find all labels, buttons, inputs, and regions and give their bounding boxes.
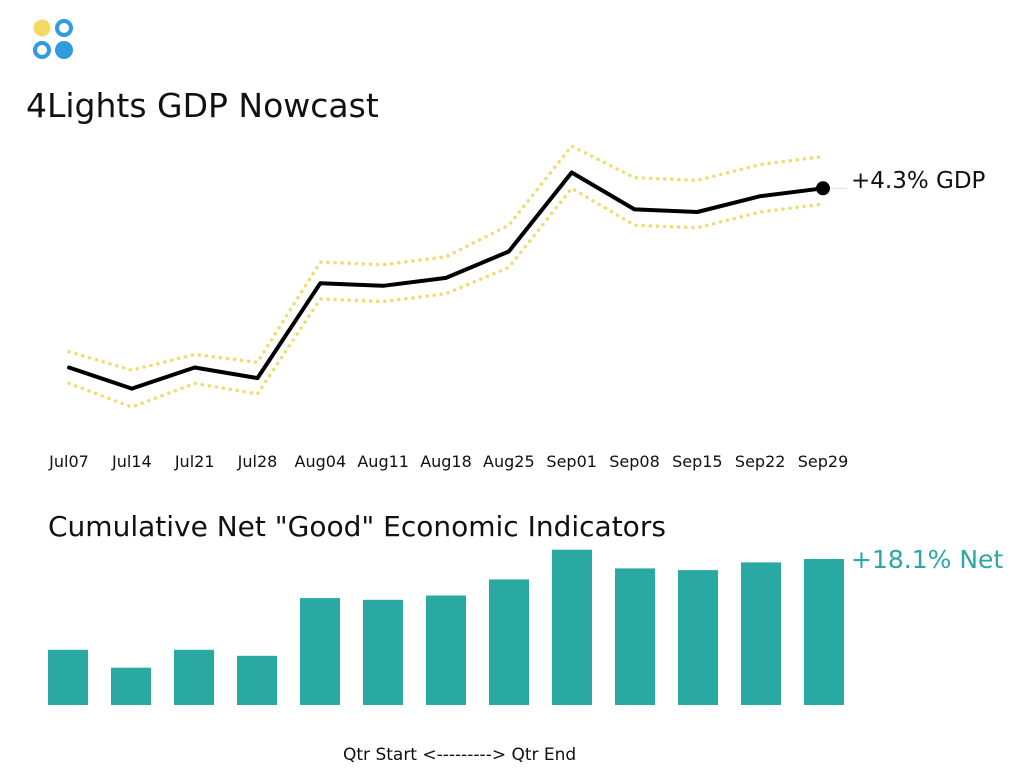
line-points-group [816, 181, 847, 196]
bar-jul14 [111, 667, 151, 705]
bar-jul07 [48, 649, 88, 705]
line-chart-title: 4Lights GDP Nowcast [26, 86, 379, 125]
x-tick-label: Aug18 [420, 452, 472, 471]
net-indicators-bar-chart [48, 549, 844, 705]
x-tick-label: Aug04 [295, 452, 347, 471]
confidence-band-line-2 [67, 186, 825, 409]
x-tick-label: Aug25 [483, 452, 535, 471]
x-tick-label: Aug11 [357, 452, 409, 471]
bar-sep22 [741, 562, 781, 705]
confidence-band-line-1 [67, 144, 825, 372]
bar-sep01 [552, 549, 592, 705]
gdp-end-label: +4.3% GDP [851, 168, 986, 194]
bar-chart-title: Cumulative Net "Good" Economic Indicator… [48, 510, 666, 543]
x-tick-label: Sep22 [735, 452, 786, 471]
x-tick-label: Sep01 [546, 452, 597, 471]
bar-jul28 [237, 655, 277, 705]
bar-sep15 [678, 570, 718, 705]
bar-aug11 [363, 599, 403, 705]
bar-jul21 [174, 649, 214, 705]
x-tick-label: Jul07 [48, 452, 89, 471]
line-series-group [67, 144, 825, 409]
four-circles-logo-icon [33, 19, 73, 59]
bar-aug25 [489, 579, 529, 705]
bar-sep29 [804, 559, 844, 705]
gdp-end-point [816, 181, 830, 196]
quarter-axis-note: Qtr Start <---------> Qtr End [343, 745, 577, 765]
x-tick-labels: Jul07 Jul14 Jul21 Jul28 Aug04 Aug11 Aug18 Aug25… [48, 452, 848, 471]
bars-group [48, 549, 844, 705]
bar-aug04 [300, 598, 340, 705]
x-tick-label: Sep29 [798, 452, 849, 471]
bar-aug18 [426, 595, 466, 705]
gdp-nowcast-line-chart: Jul07 Jul14 Jul21 Jul28 Aug04 Aug11 Aug18 Aug25… [48, 144, 848, 471]
x-tick-label: Jul28 [237, 452, 278, 471]
x-tick-label: Sep08 [609, 452, 660, 471]
bar-sep08 [615, 568, 655, 705]
net-end-label: +18.1% Net [851, 545, 1004, 574]
x-tick-label: Sep15 [672, 452, 723, 471]
x-tick-label: Jul14 [111, 452, 152, 471]
gdp-nowcast-line [67, 170, 825, 391]
x-tick-label: Jul21 [174, 452, 215, 471]
